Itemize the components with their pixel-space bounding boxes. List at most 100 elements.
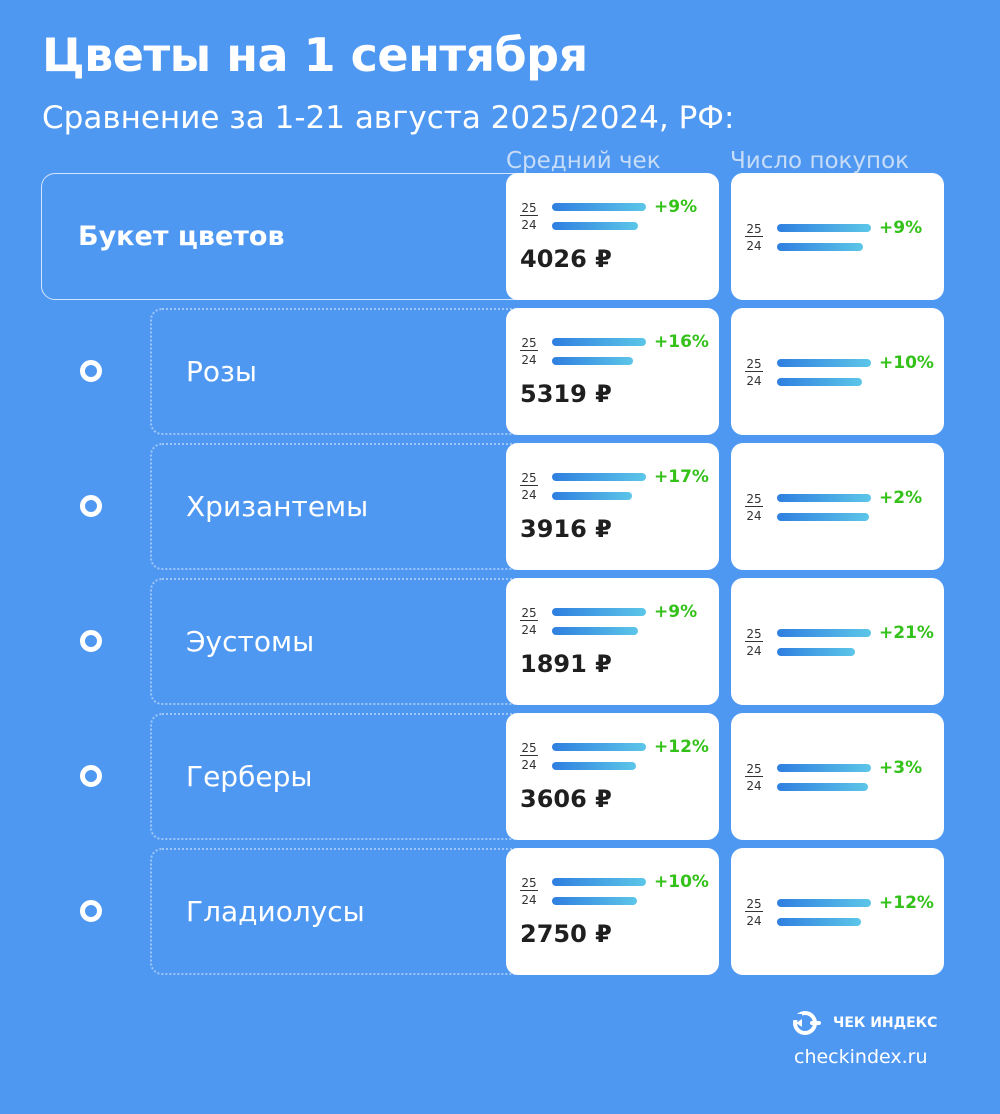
change-percent: +12% (879, 893, 934, 913)
avg-check-value: 3606 ₽ (520, 785, 612, 813)
year-2025-label: 25 (745, 357, 763, 372)
purchases-card: 25 24 +2% (731, 443, 944, 570)
bar-2024 (777, 918, 861, 926)
change-percent: +10% (879, 353, 934, 373)
page-title: Цветы на 1 сентября (42, 28, 588, 82)
year-labels: 25 24 (520, 606, 538, 637)
change-percent: +2% (879, 488, 923, 508)
year-2024-label: 24 (746, 914, 762, 928)
year-2024-label: 24 (746, 644, 762, 658)
bar-2025 (552, 473, 646, 481)
bullet-icon (80, 900, 102, 922)
change-percent: +9% (879, 218, 923, 238)
avg-check-card: 25 24 +9% 4026 ₽ (506, 173, 719, 300)
year-labels: 25 24 (745, 762, 763, 793)
change-percent: +12% (654, 737, 709, 757)
bar-2025 (777, 764, 871, 772)
bar-2025 (777, 899, 871, 907)
purchases-card: 25 24 +12% (731, 848, 944, 975)
bar-2024 (552, 762, 636, 770)
bullet-icon (80, 360, 102, 382)
year-labels: 25 24 (520, 741, 538, 772)
year-2024-label: 24 (521, 218, 537, 232)
purchases-card: 25 24 +9% (731, 173, 944, 300)
change-percent: +9% (654, 602, 698, 622)
year-labels: 25 24 (745, 897, 763, 928)
year-labels: 25 24 (520, 201, 538, 232)
category-label: Хризантемы (186, 490, 369, 523)
column-header-avg-check: Средний чек (506, 148, 661, 174)
year-2024-label: 24 (746, 374, 762, 388)
year-labels: 25 24 (745, 222, 763, 253)
bullet-icon (80, 495, 102, 517)
purchases-card: 25 24 +3% (731, 713, 944, 840)
bar-2025 (552, 743, 646, 751)
brand-site-link[interactable]: checkindex.ru (794, 1046, 928, 1068)
year-2025-label: 25 (520, 741, 538, 756)
bar-2025 (777, 494, 871, 502)
category-label: Гладиолусы (186, 895, 365, 928)
year-2025-label: 25 (745, 762, 763, 777)
year-2025-label: 25 (520, 471, 538, 486)
year-2024-label: 24 (746, 509, 762, 523)
bar-2025 (777, 224, 871, 232)
year-2024-label: 24 (746, 779, 762, 793)
page-subtitle: Сравнение за 1-21 августа 2025/2024, РФ: (42, 100, 735, 136)
avg-check-card: 25 24 +10% 2750 ₽ (506, 848, 719, 975)
year-labels: 25 24 (520, 471, 538, 502)
avg-check-value: 3916 ₽ (520, 515, 612, 543)
avg-check-value: 5319 ₽ (520, 380, 612, 408)
category-label: Герберы (186, 760, 313, 793)
bullet-icon (80, 630, 102, 652)
category-label: Эустомы (186, 625, 315, 658)
year-2025-label: 25 (745, 222, 763, 237)
category-label: Букет цветов (78, 221, 285, 252)
bar-2025 (777, 629, 871, 637)
year-2024-label: 24 (746, 239, 762, 253)
year-2024-label: 24 (521, 893, 537, 907)
purchases-card: 25 24 +21% (731, 578, 944, 705)
bar-2024 (552, 492, 632, 500)
avg-check-value: 1891 ₽ (520, 650, 612, 678)
bar-2024 (552, 222, 638, 230)
category-label: Розы (186, 355, 258, 388)
change-percent: +3% (879, 758, 923, 778)
year-labels: 25 24 (745, 492, 763, 523)
year-labels: 25 24 (745, 627, 763, 658)
year-2025-label: 25 (745, 492, 763, 507)
check-index-logo-icon (792, 1011, 821, 1035)
bar-2024 (777, 378, 862, 386)
year-2025-label: 25 (520, 336, 538, 351)
year-2024-label: 24 (521, 623, 537, 637)
bar-2024 (777, 243, 863, 251)
avg-check-value: 4026 ₽ (520, 245, 612, 273)
bar-2024 (552, 357, 633, 365)
change-percent: +10% (654, 872, 709, 892)
bar-2025 (552, 338, 646, 346)
avg-check-card: 25 24 +16% 5319 ₽ (506, 308, 719, 435)
bar-2025 (552, 203, 646, 211)
bar-2024 (777, 648, 855, 656)
year-2024-label: 24 (521, 488, 537, 502)
column-header-purchases: Число покупок (730, 148, 910, 174)
bullet-icon (80, 765, 102, 787)
year-2025-label: 25 (520, 606, 538, 621)
purchases-card: 25 24 +10% (731, 308, 944, 435)
change-percent: +21% (879, 623, 934, 643)
bar-2024 (552, 897, 637, 905)
year-labels: 25 24 (520, 876, 538, 907)
bar-2025 (552, 878, 646, 886)
year-labels: 25 24 (520, 336, 538, 367)
year-2024-label: 24 (521, 353, 537, 367)
change-percent: +16% (654, 332, 709, 352)
avg-check-card: 25 24 +17% 3916 ₽ (506, 443, 719, 570)
avg-check-value: 2750 ₽ (520, 920, 612, 948)
year-labels: 25 24 (745, 357, 763, 388)
change-percent: +9% (654, 197, 698, 217)
avg-check-card: 25 24 +9% 1891 ₽ (506, 578, 719, 705)
brand-name: ЧЕК ИНДЕКС (833, 1015, 938, 1031)
bar-2024 (777, 513, 869, 521)
avg-check-card: 25 24 +12% 3606 ₽ (506, 713, 719, 840)
year-2024-label: 24 (521, 758, 537, 772)
change-percent: +17% (654, 467, 709, 487)
